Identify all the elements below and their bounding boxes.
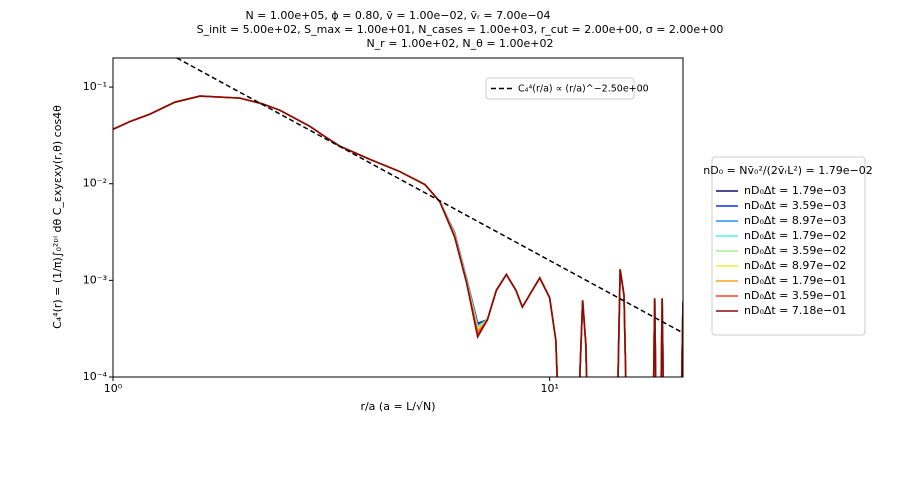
plot-area	[113, 58, 683, 377]
chart-title: S_init = 5.00e+02, S_max = 1.00e+01, N_c…	[197, 23, 724, 36]
legend-box	[711, 156, 866, 336]
chart-title: N_r = 1.00e+02, N_θ = 1.00e+02	[366, 37, 553, 50]
y-tick-label: 10⁻¹	[83, 80, 107, 93]
y-axis-label: C₄⁴(r) = (1/π)∫₀²ᵖⁱ dθ C_εxyεxy(r,θ) cos…	[51, 105, 64, 329]
legend-box	[485, 77, 635, 100]
y-tick-label: 10⁻⁴	[83, 370, 108, 383]
chart-title: N = 1.00e+05, ϕ = 0.80, ṽ = 1.00e−02, ṽᵣ…	[245, 9, 550, 22]
legend-label: nD₀Δt = 3.59e−01	[744, 289, 846, 302]
legend-label: nD₀Δt = 3.59e−03	[744, 199, 846, 212]
x-axis-label: r/a (a = L/√N)	[360, 400, 435, 413]
data-line	[113, 95, 683, 377]
x-tick-label: 10⁰	[104, 382, 123, 395]
axes-frame	[112, 57, 684, 378]
legend: nD₀ = Nv̄₀²/(2v̄ᵣL²) = 1.79e−02 nD₀Δt = …	[703, 156, 873, 336]
legend-label: nD₀Δt = 1.79e−01	[744, 274, 846, 287]
legend-label: nD₀Δt = 8.97e−02	[744, 259, 846, 272]
legend-label: nD₀Δt = 1.79e−02	[744, 229, 846, 242]
legend-label: C₄⁴(r/a) ∝ (r/a)^−2.50e+00	[518, 84, 649, 95]
legend-label: nD₀Δt = 8.97e−03	[744, 214, 846, 227]
y-tick-label: 10⁻³	[83, 273, 107, 286]
y-tick-label: 10⁻²	[83, 177, 107, 190]
legend-label: nD₀Δt = 7.18e−01	[744, 304, 846, 317]
x-tick-label: 10¹	[540, 382, 558, 395]
reference-legend: C₄⁴(r/a) ∝ (r/a)^−2.50e+00	[485, 77, 649, 100]
reference-line	[176, 58, 683, 334]
legend-title: nD₀ = Nv̄₀²/(2v̄ᵣL²) = 1.79e−02	[703, 164, 873, 177]
legend-label: nD₀Δt = 1.79e−03	[744, 184, 846, 197]
legend-label: nD₀Δt = 3.59e−02	[744, 244, 846, 257]
